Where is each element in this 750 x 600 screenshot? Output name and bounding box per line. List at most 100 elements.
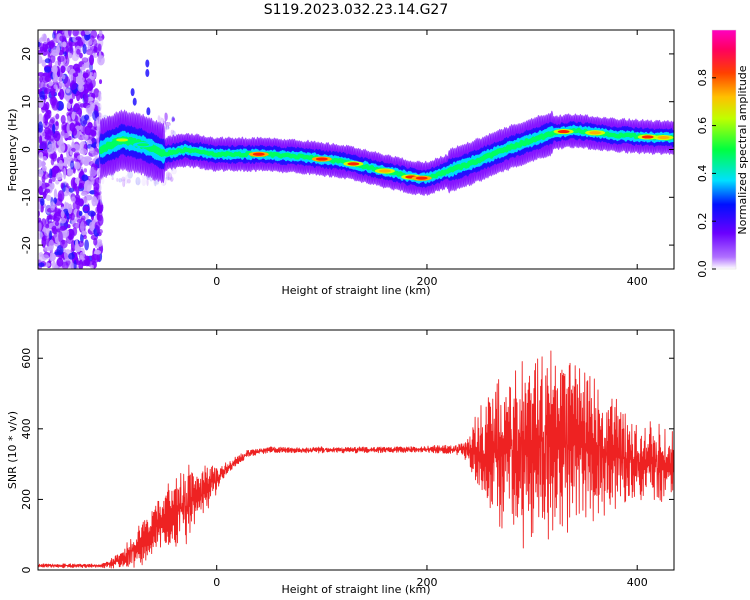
- spectrogram-cell: [64, 66, 71, 72]
- spectrogram-cell: [93, 237, 98, 246]
- spectrogram-hotspot: [116, 138, 129, 142]
- colorbar-tick-label: 0.0: [696, 260, 709, 278]
- spectrogram-cell: [97, 193, 102, 204]
- spectrogram-cell: [63, 51, 68, 57]
- spectrogram-cell: [59, 217, 67, 224]
- spectrogram-cell: [90, 264, 94, 269]
- spectrogram-xtick-label: 200: [416, 275, 437, 288]
- spectrogram-cell: [85, 104, 94, 115]
- spectrogram-cell: [58, 88, 65, 100]
- spectrogram-cell: [81, 64, 86, 71]
- spectrogram-cell: [64, 76, 71, 88]
- snr-ylabel: SNR (10 * v/v): [6, 411, 19, 489]
- spectrogram-cell: [80, 115, 88, 127]
- spectrogram-cell: [75, 186, 80, 195]
- spectrogram-cell: [68, 52, 73, 59]
- spectrogram-cell: [94, 186, 99, 197]
- spectrogram-cell: [60, 210, 65, 218]
- spectrogram-cell: [99, 79, 103, 85]
- spectrogram-cell: [81, 174, 89, 182]
- spectrogram-cell: [39, 42, 44, 52]
- spectrogram-cell: [48, 81, 54, 86]
- spectrogram-cell: [80, 156, 88, 165]
- spectrogram-cell: [166, 172, 173, 181]
- spectrogram-cell: [52, 165, 60, 174]
- spectrogram-cell: [149, 177, 153, 182]
- spectrogram-hotspot: [315, 157, 328, 161]
- spectrogram-cell: [44, 66, 52, 73]
- spectrogram-cell: [96, 242, 103, 247]
- spectrogram-cell: [74, 193, 81, 206]
- spectrogram-cell: [43, 226, 50, 237]
- snr-xtick-label: 200: [416, 576, 437, 589]
- spectrogram-cell: [71, 111, 76, 121]
- spectrogram-cell: [44, 135, 52, 140]
- spectrogram-cell: [58, 159, 64, 170]
- spectrogram-hotspot: [252, 152, 265, 156]
- spectrogram-cell: [44, 58, 51, 64]
- spectrogram-cell: [57, 55, 62, 67]
- spectrogram-cell: [42, 72, 51, 77]
- spectrogram-cell: [52, 68, 58, 81]
- spectrogram-xlabel: Height of straight line (km): [281, 284, 430, 297]
- colorbar-ticks: 0.0 0.2 0.4 0.6 0.8: [696, 69, 716, 278]
- spectrogram-cell: [56, 257, 64, 267]
- spectrogram-cell: [126, 178, 131, 184]
- snr-ytick-label: 0: [20, 567, 33, 574]
- spectrogram-cell: [82, 43, 87, 55]
- spectrogram-cell: [89, 221, 95, 232]
- spectrogram-cell: [50, 201, 56, 211]
- spectrogram-cell: [39, 76, 43, 83]
- spectrogram-cell: [60, 182, 64, 189]
- spectrogram-cell: [42, 156, 48, 161]
- spectrogram-cell: [80, 191, 88, 196]
- spectrogram-cell: [80, 215, 86, 221]
- spectrogram-cell: [39, 140, 48, 151]
- spectrogram-cell: [68, 187, 75, 193]
- spectrogram-ytick-label: -10: [20, 188, 33, 206]
- spectrogram-cell: [57, 190, 65, 202]
- spectrogram-cell: [38, 159, 43, 168]
- spectrogram-hotspot: [378, 169, 391, 173]
- spectrogram-cell: [38, 252, 44, 257]
- snr-ytick-label: 200: [20, 489, 33, 510]
- spectrogram-cell: [50, 182, 55, 190]
- spectrogram-hotspot: [347, 162, 360, 166]
- spectrogram-cell: [75, 36, 82, 41]
- spectrogram-cell: [81, 57, 89, 63]
- spectrogram-cell: [38, 185, 43, 196]
- snr-panel: 0 200 400 0 200 400 600 Height of straight lin…: [6, 329, 675, 596]
- spectrogram-cell: [59, 225, 67, 231]
- spectrogram-hotspot: [657, 135, 670, 140]
- spectrogram-cell: [40, 197, 45, 206]
- spectrogram-cell: [78, 259, 84, 269]
- spectrogram-cell: [41, 59, 46, 67]
- spectrogram-cell: [89, 54, 95, 66]
- spectrogram-cell: [93, 38, 98, 48]
- spectrogram-cell: [66, 101, 72, 109]
- spectrogram-cell: [71, 196, 76, 203]
- spectrogram-cell: [79, 92, 83, 99]
- spectrogram-cell: [39, 90, 45, 100]
- figure-title: S119.2023.032.23.14.G27: [264, 2, 449, 18]
- spectrogram-cell: [73, 259, 77, 269]
- spectrogram-cell: [145, 69, 150, 78]
- spectrogram-cell: [48, 40, 55, 49]
- spectrogram-cell: [83, 92, 89, 105]
- spectrogram-cell: [90, 30, 98, 39]
- snr-ticks: 0 200 400 0 200 400 600: [20, 330, 674, 589]
- spectrogram-cell: [78, 210, 83, 217]
- spectrogram-cell: [91, 195, 97, 207]
- spectrogram-cell: [89, 147, 95, 154]
- spectrogram-cell: [121, 176, 126, 182]
- spectrogram-cell: [94, 221, 101, 231]
- spectrogram-cell: [54, 221, 60, 227]
- spectrogram-cell: [72, 30, 79, 37]
- spectrogram-cell: [59, 35, 64, 42]
- spectrogram-cell: [63, 167, 67, 180]
- spectrogram-cell: [98, 50, 102, 63]
- spectrogram-cell: [45, 194, 52, 201]
- spectrogram-cell: [82, 88, 90, 94]
- spectrogram-cell: [83, 260, 90, 265]
